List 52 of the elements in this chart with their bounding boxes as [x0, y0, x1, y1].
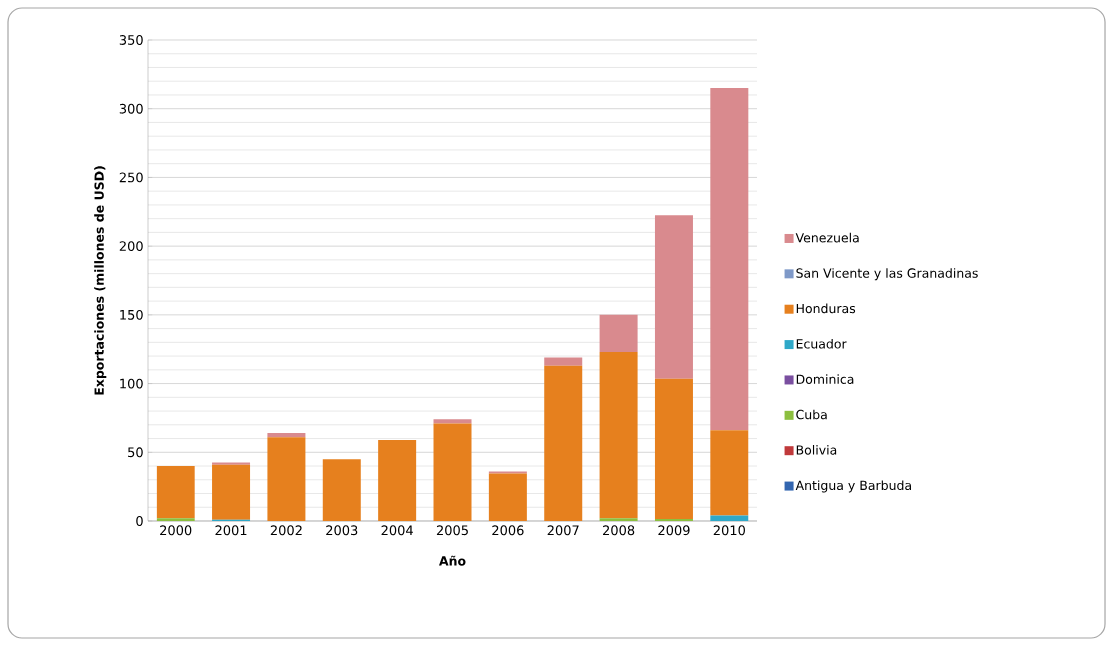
x-axis-title: Año	[438, 555, 466, 566]
bar	[654, 215, 693, 379]
x-tick-label: 2005	[436, 525, 468, 536]
x-tick-label: 2003	[326, 525, 358, 536]
bar	[599, 351, 638, 519]
bar	[212, 464, 251, 520]
bar	[710, 430, 749, 516]
x-tick-label: 2008	[603, 525, 635, 536]
x-tick-label: 2007	[547, 525, 579, 536]
x-tick-label: 2000	[160, 525, 192, 536]
y-tick-label: 300	[119, 103, 143, 114]
bar	[156, 518, 195, 521]
bar	[433, 419, 472, 424]
bar	[267, 433, 306, 438]
x-tick-label: 2009	[658, 525, 690, 536]
legend-label: Cuba	[796, 409, 827, 420]
x-tick-label: 2006	[492, 525, 524, 536]
bar	[433, 423, 472, 521]
bar	[599, 314, 638, 352]
bar	[488, 473, 527, 521]
bar	[544, 365, 583, 521]
bar	[654, 378, 693, 519]
x-tick-label: 2010	[713, 525, 745, 536]
bar	[156, 466, 195, 519]
y-tick-label: 200	[119, 241, 143, 252]
bar	[212, 462, 251, 465]
bar	[710, 88, 749, 431]
y-tick-label: 150	[120, 309, 143, 320]
bar	[544, 357, 583, 366]
legend-label: Ecuador	[796, 338, 847, 349]
bar	[322, 459, 361, 521]
legend-label: Honduras	[796, 303, 856, 314]
bar	[599, 518, 638, 521]
y-tick-label: 50	[128, 447, 143, 458]
bar	[488, 471, 527, 474]
bar	[267, 437, 306, 521]
y-tick-label: 350	[119, 35, 143, 45]
x-tick-label: 2002	[270, 525, 302, 536]
x-tick-label: 2001	[215, 525, 247, 536]
bar	[654, 518, 693, 521]
y-tick-label: 100	[120, 378, 143, 389]
legend-label: Venezuela	[795, 232, 859, 243]
legend-label: Antigua y Barbuda	[795, 480, 911, 493]
y-tick-label: 0	[136, 516, 143, 526]
legend-label: Dominica	[796, 374, 854, 384]
legend-label: Bolivia	[796, 445, 837, 455]
bar	[710, 515, 749, 521]
legend-label: San Vicente y las Granadinas	[796, 268, 978, 281]
x-tick-label: 2004	[381, 525, 413, 536]
bar	[378, 439, 417, 521]
y-axis-title: Exportaciones (millones de USD)	[94, 166, 107, 395]
y-tick-label: 250	[119, 172, 143, 183]
